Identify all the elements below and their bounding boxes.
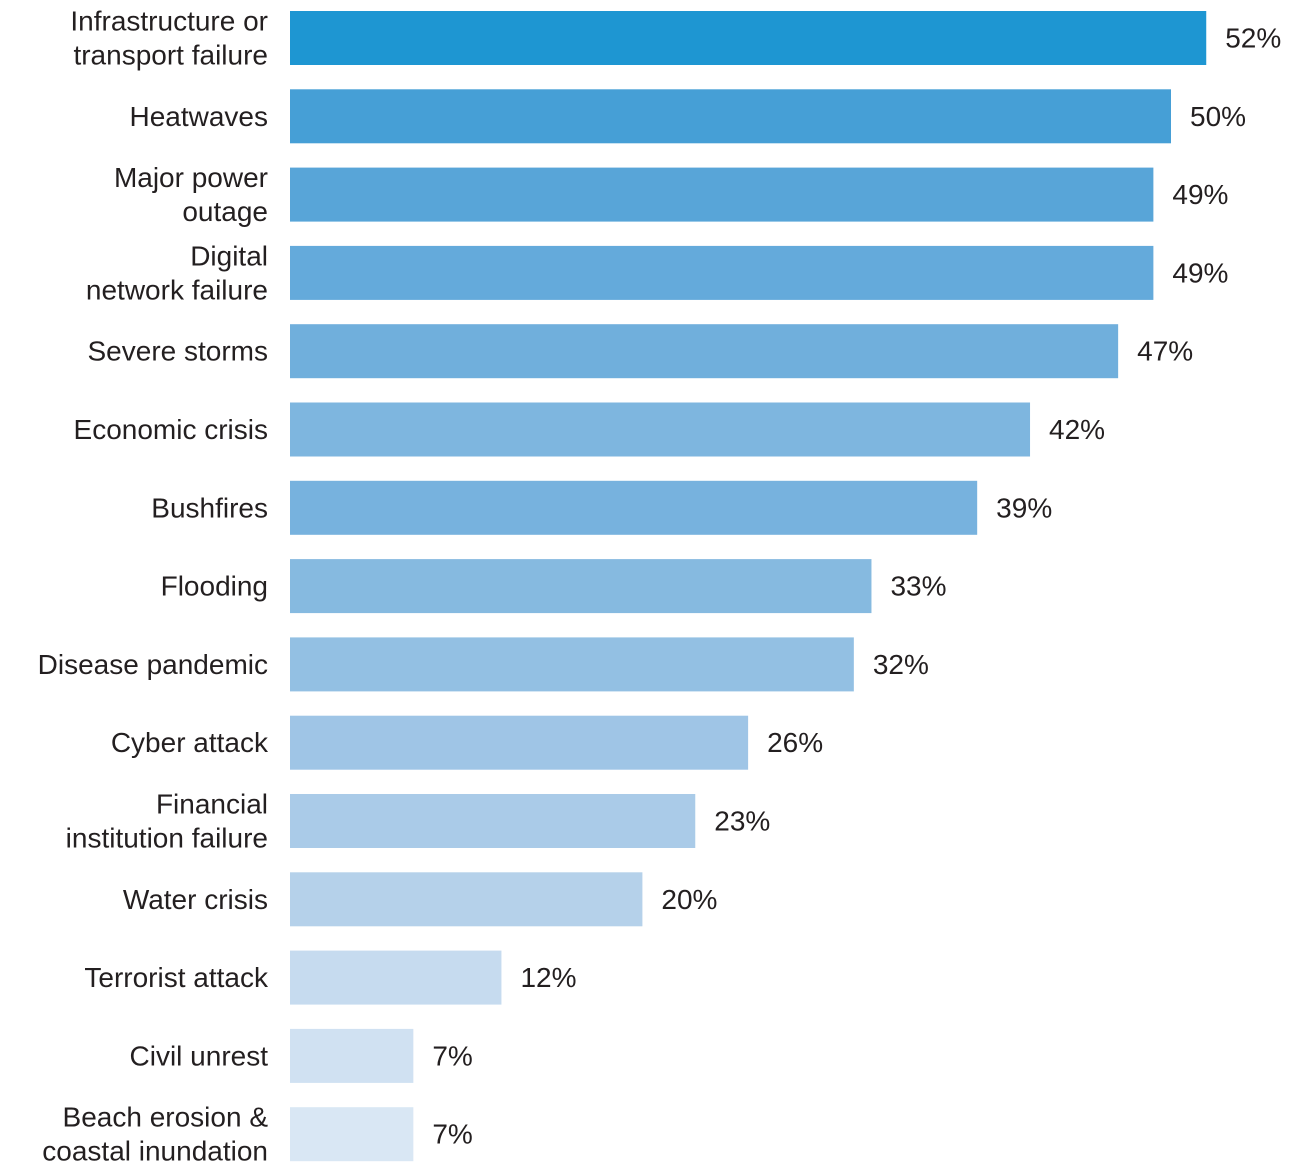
category-label: Financial institution failure	[66, 789, 268, 854]
category-label-line: transport failure	[73, 40, 268, 71]
category-label-line: network failure	[86, 274, 268, 305]
bar	[290, 324, 1119, 379]
category-label-line: Heatwaves	[129, 101, 268, 132]
category-label-line: Water crisis	[123, 884, 268, 915]
category-label-line: coastal inundation	[42, 1136, 268, 1164]
category-label-line: Digital	[190, 240, 268, 271]
value-label: 49%	[1172, 257, 1228, 288]
category-label: Severe storms	[88, 336, 269, 367]
bar	[290, 11, 1207, 65]
category-label-line: Severe storms	[88, 336, 269, 367]
bar	[290, 559, 872, 614]
value-label: 7%	[432, 1119, 472, 1150]
bar	[290, 480, 978, 535]
category-label-line: Disease pandemic	[38, 649, 268, 680]
value-labels: 52% 50% 49% 49% 47% 42% 39% 33% 32% 26% 23% 20% 12% 7…	[432, 23, 1281, 1150]
category-label-line: Economic crisis	[74, 414, 268, 445]
bar	[290, 794, 696, 848]
value-label: 33%	[890, 571, 946, 602]
category-label-line: Infrastructure or	[70, 6, 268, 37]
value-label: 20%	[661, 884, 717, 915]
bars-layer	[290, 11, 1207, 1162]
category-label-line: Civil unrest	[130, 1040, 269, 1071]
category-label: Water crisis	[123, 884, 268, 915]
bar	[290, 637, 854, 692]
category-label: Major power outage	[114, 162, 268, 227]
value-label: 52%	[1225, 23, 1281, 54]
bar	[290, 950, 502, 1005]
value-label: 50%	[1190, 101, 1246, 132]
category-label-line: Terrorist attack	[84, 962, 269, 993]
category-label-line: Flooding	[161, 571, 268, 602]
bar	[290, 402, 1031, 457]
value-label: 39%	[996, 492, 1052, 523]
category-label: Cyber attack	[111, 727, 269, 758]
bar	[290, 1107, 414, 1162]
value-label: 47%	[1137, 336, 1193, 367]
category-labels: Infrastructure or transport failure Heatwa…	[38, 6, 269, 1164]
category-label: Economic crisis	[74, 414, 268, 445]
category-label-line: Bushfires	[151, 492, 268, 523]
value-label: 7%	[432, 1040, 472, 1071]
bar	[290, 167, 1154, 222]
value-label: 12%	[520, 962, 576, 993]
category-label-line: institution failure	[66, 823, 268, 854]
category-label: Disease pandemic	[38, 649, 268, 680]
category-label: Bushfires	[151, 492, 268, 523]
value-label: 42%	[1049, 414, 1105, 445]
category-label: Digital network failure	[86, 240, 268, 305]
bar	[290, 89, 1171, 144]
category-label: Civil unrest	[130, 1040, 269, 1071]
category-label: Beach erosion & coastal inundation	[42, 1102, 268, 1164]
bar	[290, 872, 643, 927]
value-label: 26%	[767, 727, 823, 758]
category-label: Heatwaves	[129, 101, 268, 132]
category-label-line: Financial	[156, 789, 268, 820]
category-label-line: Major power	[114, 162, 268, 193]
bar	[290, 715, 749, 770]
value-label: 49%	[1172, 179, 1228, 210]
bar	[290, 245, 1154, 300]
value-label: 23%	[714, 806, 770, 837]
category-label-line: outage	[182, 196, 268, 227]
category-label: Terrorist attack	[84, 962, 269, 993]
category-label: Flooding	[161, 571, 268, 602]
bar	[290, 1028, 414, 1083]
category-label-line: Beach erosion &	[63, 1102, 269, 1133]
category-label: Infrastructure or transport failure	[70, 6, 268, 71]
value-label: 32%	[873, 649, 929, 680]
category-label-line: Cyber attack	[111, 727, 269, 758]
